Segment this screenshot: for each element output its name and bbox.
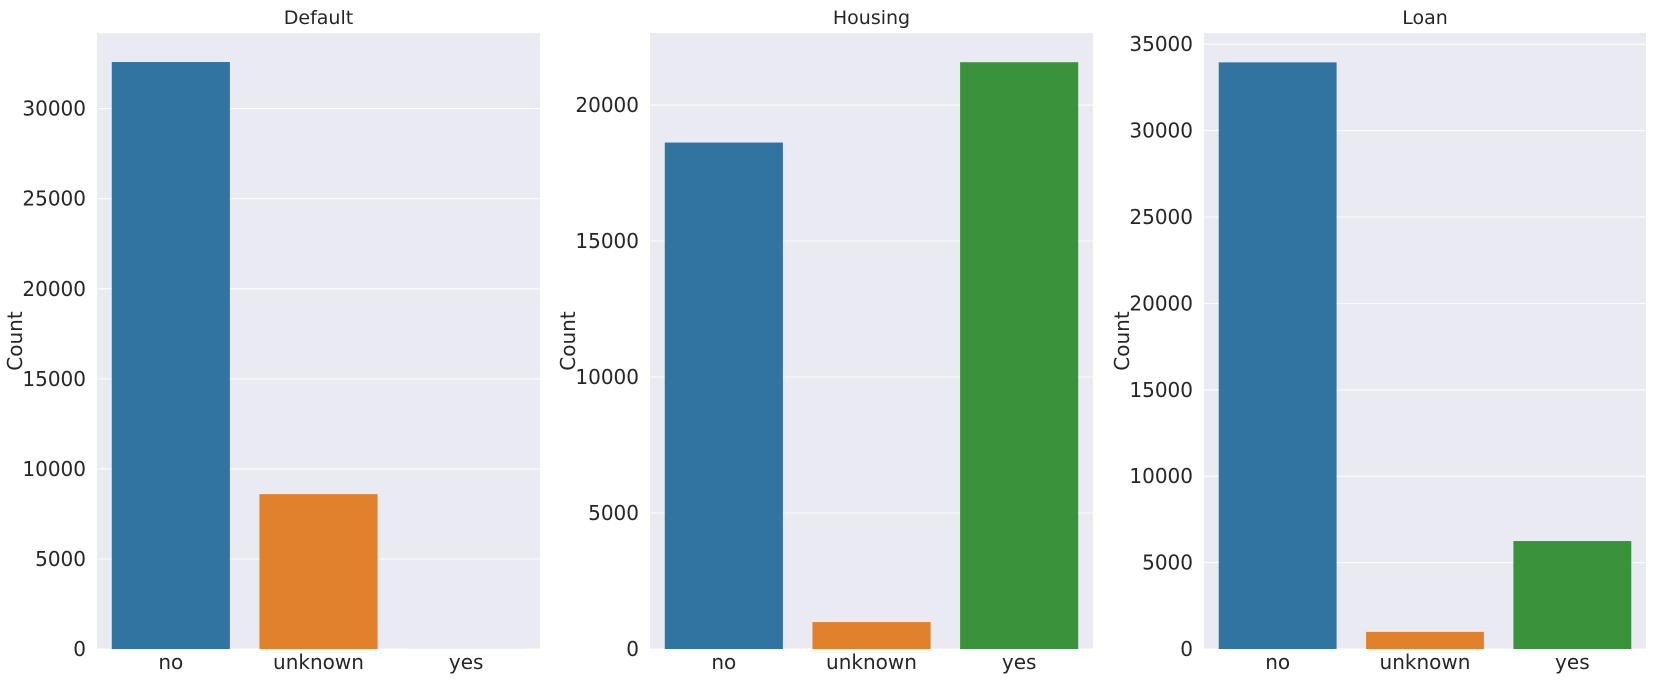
loan-y-tick-label: 15000 [1129,378,1193,402]
loan-bar-no [1218,62,1337,650]
loan-y-axis-label: Count [1110,311,1134,371]
housing-bar-unknown [812,622,931,649]
housing-bar-yes [960,62,1079,650]
loan-bar-yes [1513,541,1632,649]
loan-x-tick-label: yes [1555,650,1590,674]
loan-x-tick-label: unknown [1380,650,1471,674]
default-y-tick-label: 10000 [22,457,86,481]
loan-y-tick-label: 25000 [1129,205,1193,229]
housing-bar-no [664,142,783,650]
default-y-tick-label: 30000 [22,97,86,121]
loan-y-tick-label: 10000 [1129,464,1193,488]
housing-chart-title: Housing [833,7,910,29]
housing-y-tick-label: 10000 [575,365,639,389]
housing-x-tick-label: yes [1002,650,1037,674]
default-y-tick-label: 25000 [22,187,86,211]
loan-y-tick-label: 0 [1180,637,1193,661]
housing-y-axis-label: Count [556,311,580,371]
loan-x-tick-label: no [1265,650,1290,674]
housing-y-tick-label: 0 [626,637,639,661]
housing-x-tick-label: no [711,650,736,674]
housing-y-tick-label: 15000 [575,229,639,253]
default-bar-no [111,62,230,650]
loan-y-tick-label: 20000 [1129,291,1193,315]
loan-y-tick-label: 30000 [1129,119,1193,143]
default-y-tick-label: 5000 [35,547,86,571]
loan-bar-unknown [1366,631,1484,649]
default-x-tick-label: no [158,650,183,674]
loan-chart-title: Loan [1402,7,1448,29]
default-bar-unknown [259,494,378,649]
default-x-tick-label: unknown [273,650,364,674]
default-y-tick-label: 15000 [22,367,86,391]
housing-y-tick-label: 5000 [588,501,639,525]
default-chart-title: Default [284,7,353,29]
default-y-axis-label: Count [3,311,27,371]
default-y-tick-label: 0 [73,637,86,661]
loan-y-tick-label: 35000 [1129,32,1193,56]
default-y-tick-label: 20000 [22,277,86,301]
default-x-tick-label: yes [449,650,484,674]
housing-x-tick-label: unknown [826,650,917,674]
housing-y-tick-label: 20000 [575,93,639,117]
loan-y-tick-label: 5000 [1142,551,1193,575]
